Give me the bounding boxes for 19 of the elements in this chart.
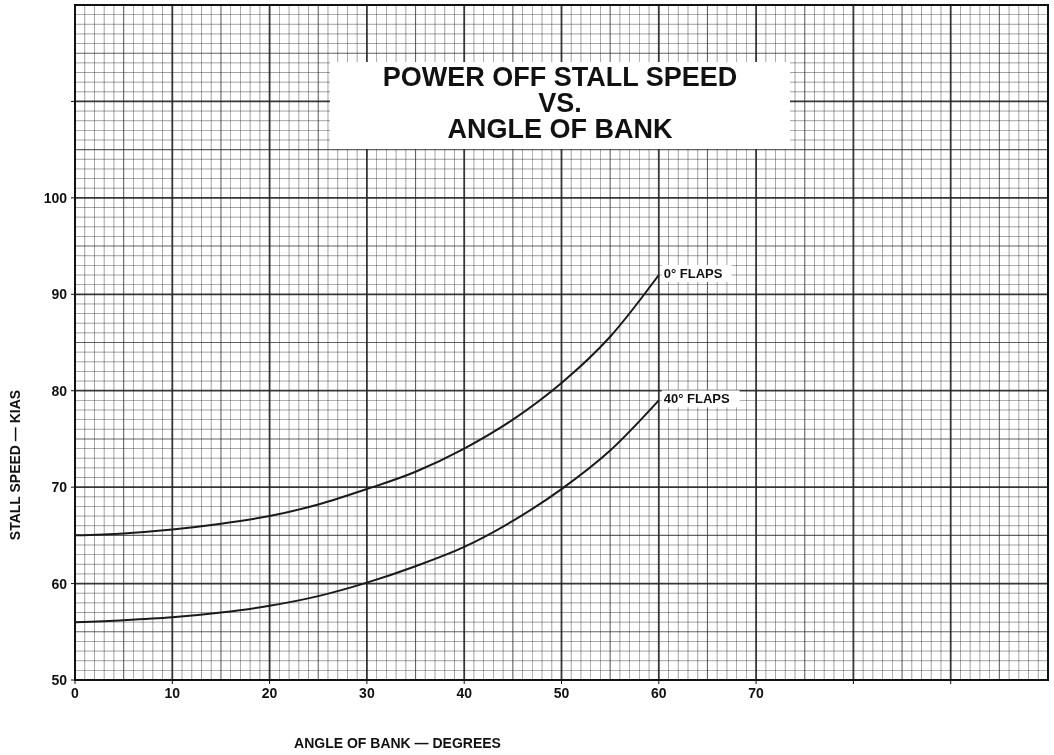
text: POWER OFF STALL SPEED VS. ANGLE OF BANK — [382, 62, 738, 144]
x-tick-label: 50 — [553, 685, 570, 701]
series-label: 0° FLAPS — [663, 266, 723, 281]
x-axis-title: ANGLE OF BANK — DEGREES — [294, 735, 501, 751]
x-tick-label: 70 — [748, 685, 765, 701]
y-tick-label: 60 — [51, 575, 68, 592]
y-tick-label: 70 — [51, 479, 68, 496]
y-tick-label: 100 — [43, 189, 68, 206]
x-tick-label: 40 — [456, 685, 473, 701]
x-tick-label: 60 — [651, 685, 667, 701]
x-tick-label: 30 — [359, 685, 375, 701]
y-tick-label: 50 — [51, 672, 68, 688]
x-tick-label: 10 — [164, 685, 181, 701]
x-tick-label: 20 — [261, 685, 278, 701]
y-tick-label: 90 — [51, 286, 68, 303]
y-axis-title: STALL SPEED — KIAS — [7, 389, 23, 541]
series-label: 40° FLAPS — [663, 391, 731, 407]
x-tick-label: 0 — [71, 685, 80, 701]
y-tick-label: 80 — [51, 382, 68, 399]
